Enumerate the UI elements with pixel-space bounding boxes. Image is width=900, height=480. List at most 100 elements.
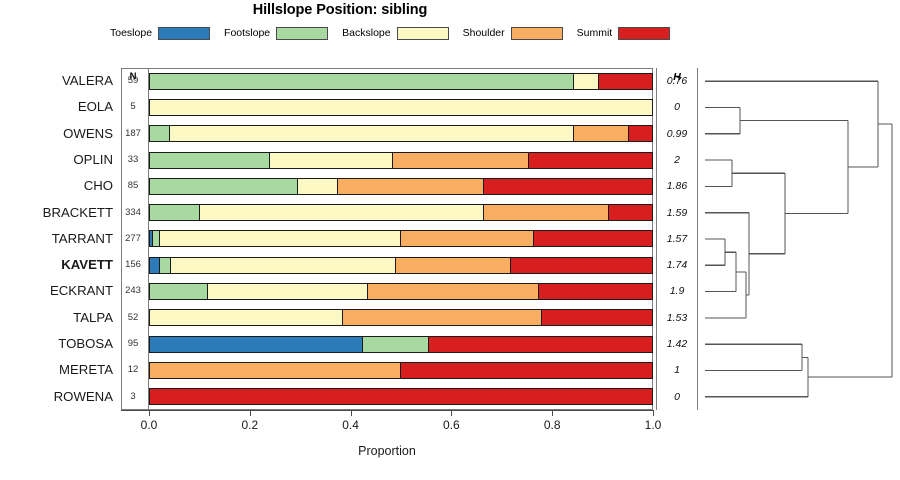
- bar-segment-summit[interactable]: [609, 205, 652, 221]
- bar-segment-backslope[interactable]: [171, 257, 396, 273]
- bar-segment-summit[interactable]: [539, 284, 652, 300]
- table-row: TALPA 52 1.53: [0, 305, 900, 331]
- bar-segment-toeslope[interactable]: [150, 257, 161, 273]
- stacked-bar[interactable]: [149, 125, 653, 143]
- bar-segment-backslope[interactable]: [150, 99, 652, 115]
- bar-segment-summit[interactable]: [150, 389, 652, 405]
- bar-segment-footslope[interactable]: [150, 126, 171, 142]
- stacked-bar[interactable]: [149, 388, 653, 406]
- n-value: 156: [125, 259, 141, 271]
- h-value: 1.74: [666, 259, 688, 272]
- bar-segment-footslope[interactable]: [150, 178, 299, 194]
- category-label-tobosa[interactable]: TOBOSA: [58, 336, 113, 352]
- bar-segment-shoulder[interactable]: [395, 257, 512, 273]
- stacked-bar[interactable]: [149, 256, 653, 274]
- category-label-brackett[interactable]: BRACKETT: [42, 204, 113, 220]
- bar-segment-shoulder[interactable]: [574, 126, 630, 142]
- bar-segment-summit[interactable]: [511, 257, 652, 273]
- bar-segment-summit[interactable]: [541, 310, 652, 326]
- legend-label: Summit: [576, 27, 613, 39]
- bar-segment-summit[interactable]: [401, 362, 652, 378]
- stacked-bar[interactable]: [149, 361, 653, 379]
- x-tick-label: 0.8: [543, 418, 561, 432]
- bar-segment-shoulder[interactable]: [400, 231, 534, 247]
- category-label-talpa[interactable]: TALPA: [73, 309, 113, 325]
- table-row: EOLA 5 0: [0, 94, 900, 120]
- bar-segment-backslope[interactable]: [160, 231, 401, 247]
- bar-segment-summit[interactable]: [483, 178, 652, 194]
- bar-segment-shoulder[interactable]: [483, 205, 610, 221]
- stacked-bar[interactable]: [149, 204, 653, 222]
- stacked-bar[interactable]: [149, 151, 653, 169]
- bar-segment-footslope[interactable]: [150, 284, 208, 300]
- h-value: 1.42: [666, 338, 688, 351]
- bar-segment-shoulder[interactable]: [393, 152, 529, 168]
- table-row: CHO 85 1.86: [0, 173, 900, 199]
- stacked-bar[interactable]: [149, 72, 653, 90]
- stacked-bar[interactable]: [149, 309, 653, 327]
- category-label-eola[interactable]: EOLA: [77, 99, 113, 115]
- n-value: 3: [130, 390, 136, 402]
- n-value: 277: [125, 232, 141, 244]
- bar-segment-toeslope[interactable]: [150, 336, 364, 352]
- bar-segment-backslope[interactable]: [298, 178, 339, 194]
- x-tick: [249, 410, 251, 416]
- n-column-gutter: [121, 68, 149, 410]
- legend-swatch: [618, 26, 671, 40]
- h-value: 1.86: [666, 180, 688, 193]
- bar-segment-footslope[interactable]: [160, 257, 172, 273]
- category-label-cho[interactable]: CHO: [83, 178, 113, 194]
- n-column-header: N: [129, 71, 137, 82]
- stacked-bar[interactable]: [149, 283, 653, 301]
- h-value: 1: [674, 364, 680, 377]
- category-label-oplin[interactable]: OPLIN: [73, 151, 113, 167]
- bar-segment-shoulder[interactable]: [150, 362, 401, 378]
- bar-segment-summit[interactable]: [533, 231, 652, 247]
- bar-segment-shoulder[interactable]: [343, 310, 542, 326]
- category-label-tarrant[interactable]: TARRANT: [51, 230, 113, 246]
- category-label-kavett[interactable]: KAVETT: [61, 257, 113, 273]
- legend-item-backslope[interactable]: Backslope: [342, 26, 449, 40]
- bar-segment-summit[interactable]: [528, 152, 652, 168]
- category-label-mereta[interactable]: MERETA: [59, 362, 113, 378]
- bar-segment-backslope[interactable]: [170, 126, 575, 142]
- legend-item-shoulder[interactable]: Shoulder: [462, 26, 563, 40]
- bar-segment-toeslope[interactable]: [150, 231, 153, 247]
- stacked-bar[interactable]: [149, 98, 653, 116]
- stacked-bar[interactable]: [149, 335, 653, 353]
- h-column-gutter: [656, 68, 698, 410]
- bar-segment-backslope[interactable]: [270, 152, 394, 168]
- category-label-rowena[interactable]: ROWENA: [53, 388, 113, 404]
- bar-segment-footslope[interactable]: [363, 336, 429, 352]
- bar-segment-summit[interactable]: [629, 126, 652, 142]
- bar-segment-backslope[interactable]: [200, 205, 484, 221]
- bar-segment-summit[interactable]: [428, 336, 652, 352]
- x-tick-label: 1.0: [644, 418, 662, 432]
- h-value: 1.59: [666, 206, 688, 219]
- bar-segment-footslope[interactable]: [150, 152, 271, 168]
- h-value: 0.99: [666, 127, 688, 140]
- table-row: MERETA 12 1: [0, 357, 900, 383]
- bar-segment-footslope[interactable]: [152, 231, 161, 247]
- bar-segment-backslope[interactable]: [574, 73, 600, 89]
- table-row: TARRANT 277 1.57: [0, 226, 900, 252]
- legend-item-toeslope[interactable]: Toeslope: [110, 26, 211, 40]
- bar-segment-footslope[interactable]: [150, 205, 201, 221]
- category-label-owens[interactable]: OWENS: [63, 125, 113, 141]
- category-label-eckrant[interactable]: ECKRANT: [49, 283, 113, 299]
- bar-segment-shoulder[interactable]: [338, 178, 484, 194]
- bar-segment-backslope[interactable]: [207, 284, 369, 300]
- legend-item-footslope[interactable]: Footslope: [224, 26, 329, 40]
- bar-segment-summit[interactable]: [599, 73, 652, 89]
- category-label-valera[interactable]: VALERA: [61, 73, 113, 88]
- stacked-bar[interactable]: [149, 230, 653, 248]
- bar-segment-shoulder[interactable]: [368, 284, 540, 300]
- legend-item-summit[interactable]: Summit: [576, 26, 671, 40]
- h-value: 0: [674, 101, 680, 114]
- bar-segment-backslope[interactable]: [150, 310, 344, 326]
- legend-label: Shoulder: [462, 27, 505, 39]
- h-value: 1.9: [669, 285, 685, 298]
- stacked-bar[interactable]: [149, 177, 653, 195]
- x-tick: [653, 410, 654, 416]
- bar-segment-footslope[interactable]: [150, 73, 575, 89]
